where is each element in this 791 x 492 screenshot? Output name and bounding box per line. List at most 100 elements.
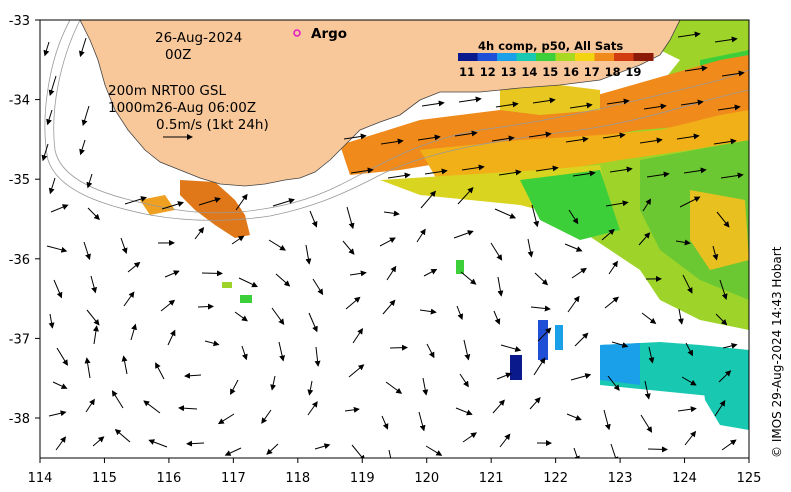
current-arrow xyxy=(639,137,663,144)
current-arrow xyxy=(194,227,205,240)
current-arrow xyxy=(48,410,67,417)
current-arrow xyxy=(529,397,541,410)
current-arrow xyxy=(345,296,361,310)
current-arrow xyxy=(675,239,691,246)
date-label: 26-Aug-2024 xyxy=(155,30,242,46)
legend-color-swatch xyxy=(575,53,595,61)
current-arrow xyxy=(677,406,697,413)
current-arrow xyxy=(349,270,367,277)
current-arrow xyxy=(719,279,728,300)
current-arrow xyxy=(224,447,242,456)
current-arrow xyxy=(387,172,411,179)
legend-color-swatch xyxy=(555,53,576,61)
current-arrow xyxy=(148,439,168,448)
current-arrow xyxy=(717,104,741,111)
current-arrow xyxy=(305,244,312,265)
current-arrow xyxy=(528,131,552,138)
current-arrow xyxy=(87,207,100,221)
current-arrow xyxy=(720,172,744,179)
legend-tick-label: 12 xyxy=(480,65,496,79)
current-arrow xyxy=(421,100,445,107)
current-arrow xyxy=(120,237,128,255)
current-arrow xyxy=(56,347,68,366)
current-arrow xyxy=(610,443,619,458)
current-arrow xyxy=(531,204,540,228)
current-arrow xyxy=(643,103,667,110)
current-arrow xyxy=(680,99,704,106)
current-arrow xyxy=(48,177,56,195)
current-arrow xyxy=(714,400,726,417)
y-tick-label: -33 xyxy=(9,14,30,29)
current-arrow xyxy=(124,196,147,205)
current-arrow xyxy=(261,409,272,424)
current-arrow xyxy=(535,165,559,172)
current-arrow xyxy=(127,261,141,273)
current-arrow xyxy=(379,237,396,247)
current-vectors xyxy=(41,31,745,458)
legend-tick-label: 13 xyxy=(501,65,517,79)
current-arrow xyxy=(278,341,286,362)
current-arrow xyxy=(713,138,737,145)
current-arrow xyxy=(683,167,707,174)
x-tick-label: 121 xyxy=(479,471,504,486)
current-arrow xyxy=(241,345,248,361)
y-axis: -33 -34 -35 -36 -37 -38 xyxy=(9,14,40,427)
current-arrow xyxy=(86,173,93,189)
current-arrow xyxy=(234,311,248,322)
current-arrow xyxy=(642,198,652,212)
current-arrow xyxy=(499,433,511,448)
current-arrow xyxy=(266,443,279,455)
current-arrow xyxy=(571,267,587,279)
current-arrow xyxy=(53,279,63,299)
legend-tick-label: 18 xyxy=(605,65,621,79)
legend-color-swatch xyxy=(516,53,537,61)
current-arrow xyxy=(679,196,701,208)
legend-colorbar xyxy=(458,53,654,61)
current-arrow xyxy=(48,313,55,329)
x-tick-label: 124 xyxy=(672,471,697,486)
current-arrow xyxy=(608,260,618,275)
current-arrow xyxy=(641,312,657,324)
current-arrow xyxy=(270,375,277,391)
current-arrow xyxy=(50,204,69,213)
current-arrow xyxy=(130,323,137,341)
current-arrow xyxy=(161,201,184,210)
current-arrow xyxy=(78,37,87,58)
current-arrow xyxy=(604,296,620,309)
legend-color-swatch xyxy=(594,53,615,61)
current-arrow xyxy=(41,143,49,162)
current-arrow xyxy=(722,342,738,349)
current-arrow xyxy=(496,372,512,380)
current-arrow xyxy=(638,232,651,246)
current-arrow xyxy=(681,376,697,386)
argo-marker-icon xyxy=(293,29,301,37)
current-arrow xyxy=(574,332,589,347)
current-arrow xyxy=(497,276,504,297)
x-tick-label: 116 xyxy=(156,471,181,486)
current-arrow xyxy=(46,109,53,126)
current-arrow xyxy=(565,136,589,143)
current-arrow xyxy=(425,445,443,456)
current-arrow xyxy=(463,339,471,361)
current-arrow xyxy=(568,209,579,225)
current-arrow xyxy=(453,230,474,239)
current-arrow xyxy=(646,171,670,178)
current-arrow xyxy=(343,133,367,140)
current-arrow xyxy=(312,278,324,296)
x-axis: 114 115 116 117 118 119 120 121 122 123 124 125 xyxy=(28,458,761,486)
current-arrow xyxy=(491,135,515,142)
current-arrow xyxy=(382,299,396,315)
current-arrow xyxy=(422,377,429,396)
current-arrow xyxy=(388,449,392,458)
x-tick-label: 119 xyxy=(350,471,375,486)
current-arrow xyxy=(417,134,441,141)
y-tick-label: -35 xyxy=(9,173,30,188)
current-arrow xyxy=(712,245,719,261)
legend-tick-label: 19 xyxy=(625,65,641,79)
current-arrow xyxy=(603,409,611,431)
bathymetry-contours xyxy=(44,20,749,221)
current-arrow xyxy=(605,200,629,207)
current-arrow xyxy=(123,291,135,307)
current-arrow xyxy=(457,187,474,205)
current-arrow xyxy=(721,439,737,451)
